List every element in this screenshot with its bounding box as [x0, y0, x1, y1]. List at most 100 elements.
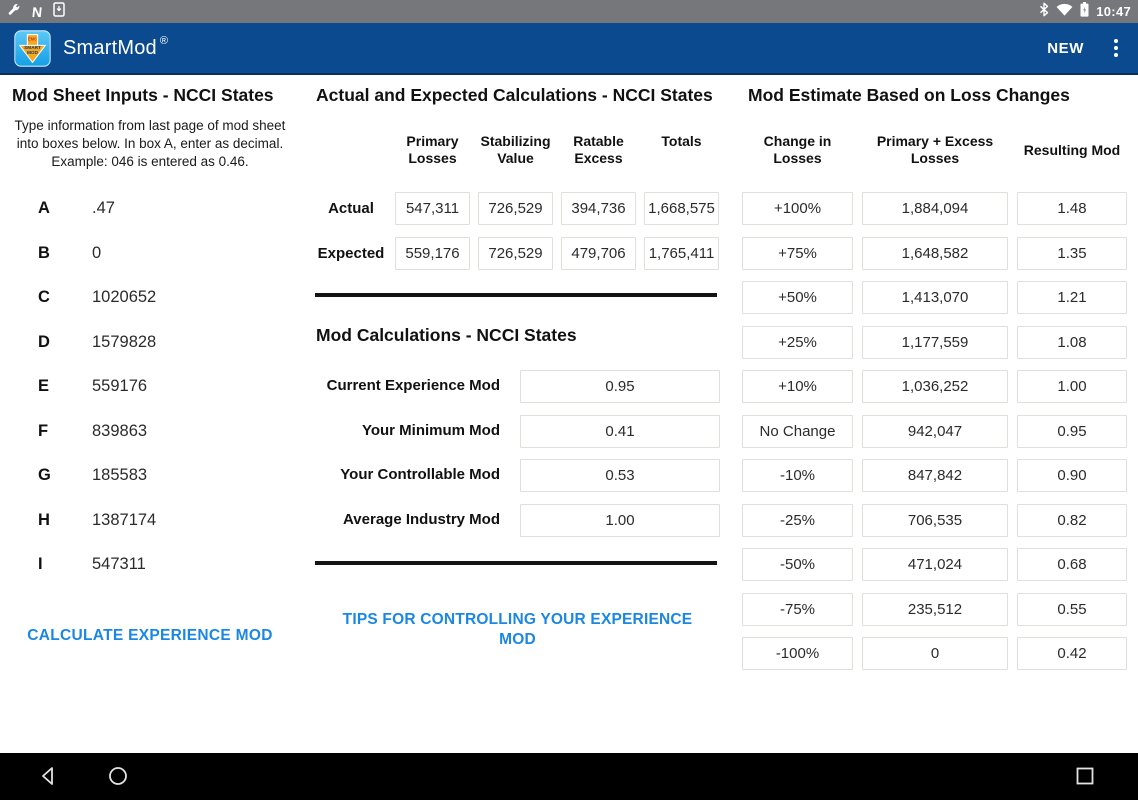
mod-value-cell: 0.41	[520, 414, 720, 448]
mod-value-cell: 0.95	[520, 370, 720, 403]
section-divider	[315, 293, 717, 297]
usb-download-icon	[53, 1, 65, 22]
input-value-field[interactable]: 185583	[92, 466, 148, 484]
losses-cell: 1,413,070	[862, 281, 1008, 314]
overflow-menu-icon[interactable]	[1114, 39, 1118, 57]
losses-cell: 847,842	[862, 459, 1008, 492]
input-row: A .47	[0, 192, 300, 225]
tips-link[interactable]: TIPS FOR CONTROLLING YOUR EXPERIENCE MOD	[342, 611, 693, 649]
nfc-n-icon: N	[31, 3, 43, 20]
column-header: Totals	[661, 133, 702, 149]
recents-button[interactable]	[1074, 765, 1096, 787]
estimate-panel-title: Mod Estimate Based on Loss Changes	[748, 85, 1070, 105]
wrench-icon	[7, 2, 21, 21]
mod-row-label: Your Controllable Mod	[340, 466, 500, 484]
mod-panel-title: Mod Calculations - NCCI States	[316, 325, 577, 345]
row-label: Expected	[317, 244, 385, 262]
inputs-panel-title: Mod Sheet Inputs - NCCI States	[12, 85, 274, 105]
value-cell: 726,529	[478, 192, 553, 225]
change-cell: +10%	[742, 370, 853, 403]
change-cell: -25%	[742, 503, 853, 537]
change-cell: +25%	[742, 325, 853, 359]
estimate-row: +25% 1,177,559 1.08	[742, 325, 1127, 359]
new-button[interactable]: NEW	[1047, 39, 1084, 57]
mod-cell: 0.82	[1017, 503, 1127, 537]
input-row: I 547311	[0, 548, 300, 581]
mod-value-cell: 1.00	[520, 503, 720, 537]
input-value-field[interactable]: 559176	[92, 377, 148, 395]
table-row-expected: Expected 559,176 726,529 479,706 1,765,4…	[315, 236, 719, 270]
value-cell: 394,736	[561, 192, 636, 225]
mod-row: Your Controllable Mod 0.53	[315, 459, 720, 492]
mod-cell: 0.68	[1017, 548, 1127, 581]
input-value-field[interactable]: 1579828	[92, 332, 157, 351]
value-cell: 1,668,575	[644, 192, 719, 225]
input-row: F 839863	[0, 415, 300, 448]
input-value-field[interactable]: .47	[92, 199, 115, 217]
value-cell: 479,706	[561, 236, 636, 270]
mod-cell: 1.35	[1017, 236, 1127, 270]
input-row: H 1387174	[0, 504, 300, 537]
column-header: Change in Losses	[763, 133, 832, 166]
input-letter: C	[38, 288, 50, 306]
column-header: Ratable Excess	[573, 133, 624, 166]
mod-row: Average Industry Mod 1.00	[315, 503, 720, 537]
estimate-table-header: Change in Losses Primary + Excess Losses…	[742, 133, 1127, 167]
estimate-row: -100% 0 0.42	[742, 637, 1127, 670]
estimate-panel: Mod Estimate Based on Loss Changes Chang…	[742, 75, 1128, 753]
mod-cell: 1.48	[1017, 192, 1127, 225]
mod-cell: 0.90	[1017, 459, 1127, 492]
value-cell: 547,311	[395, 192, 470, 225]
change-cell: -75%	[742, 592, 853, 626]
calc-panel-title: Actual and Expected Calculations - NCCI …	[316, 85, 713, 105]
losses-cell: 942,047	[862, 414, 1008, 448]
estimate-row: -25% 706,535 0.82	[742, 503, 1127, 537]
input-letter: F	[38, 421, 49, 440]
svg-text:MOD: MOD	[27, 50, 39, 56]
android-nav-bar	[0, 753, 1138, 800]
input-value-field[interactable]: 0	[92, 243, 102, 262]
table-row-actual: Actual 547,311 726,529 394,736 1,668,575	[315, 192, 719, 225]
value-cell: 559,176	[395, 236, 470, 270]
input-letter: G	[38, 466, 51, 484]
calculate-experience-mod-button[interactable]: CALCULATE EXPERIENCE MOD	[27, 627, 273, 644]
app-bar: EMC SMART MOD SmartMod ® NEW	[0, 23, 1138, 75]
change-cell: +75%	[742, 236, 853, 270]
back-button[interactable]	[37, 765, 59, 787]
input-row: C 1020652	[0, 281, 300, 314]
losses-cell: 0	[862, 637, 1008, 670]
status-bar: N 10:47	[0, 0, 1138, 23]
input-value-field[interactable]: 547311	[92, 555, 146, 573]
inputs-panel: Mod Sheet Inputs - NCCI States Type info…	[0, 75, 300, 753]
mod-row: Current Experience Mod 0.95	[315, 370, 720, 403]
estimate-row: +50% 1,413,070 1.21	[742, 281, 1127, 314]
svg-text:EMC: EMC	[28, 36, 37, 41]
column-header: Stabilizing Value	[480, 133, 551, 166]
calc-table-header: Primary Losses Stabilizing Value Ratable…	[315, 133, 719, 166]
input-letter: A	[38, 199, 50, 217]
value-cell: 1,765,411	[644, 236, 719, 270]
mod-cell: 0.42	[1017, 637, 1127, 670]
estimate-row: -10% 847,842 0.90	[742, 459, 1127, 492]
input-value-field[interactable]: 1387174	[92, 510, 157, 529]
mod-row-label: Average Industry Mod	[343, 510, 500, 528]
input-letter: I	[38, 555, 43, 573]
input-letter: D	[38, 332, 50, 351]
mod-row: Your Minimum Mod 0.41	[315, 414, 720, 448]
estimate-row: +100% 1,884,094 1.48	[742, 192, 1127, 225]
main-content: Mod Sheet Inputs - NCCI States Type info…	[0, 75, 1138, 753]
losses-cell: 1,648,582	[862, 236, 1008, 270]
change-cell: -50%	[742, 548, 853, 581]
row-label: Actual	[328, 200, 374, 217]
change-cell: +50%	[742, 281, 853, 314]
mod-row-label: Your Minimum Mod	[361, 421, 500, 439]
mod-row-label: Current Experience Mod	[326, 377, 500, 395]
value-cell: 726,529	[478, 236, 553, 270]
mod-value-cell: 0.53	[520, 459, 720, 492]
input-value-field[interactable]: 839863	[92, 421, 148, 440]
home-button[interactable]	[107, 765, 129, 787]
input-letter: B	[38, 243, 50, 262]
input-row: E 559176	[0, 370, 300, 403]
input-value-field[interactable]: 1020652	[92, 288, 157, 306]
column-header: Primary Losses	[406, 133, 459, 166]
